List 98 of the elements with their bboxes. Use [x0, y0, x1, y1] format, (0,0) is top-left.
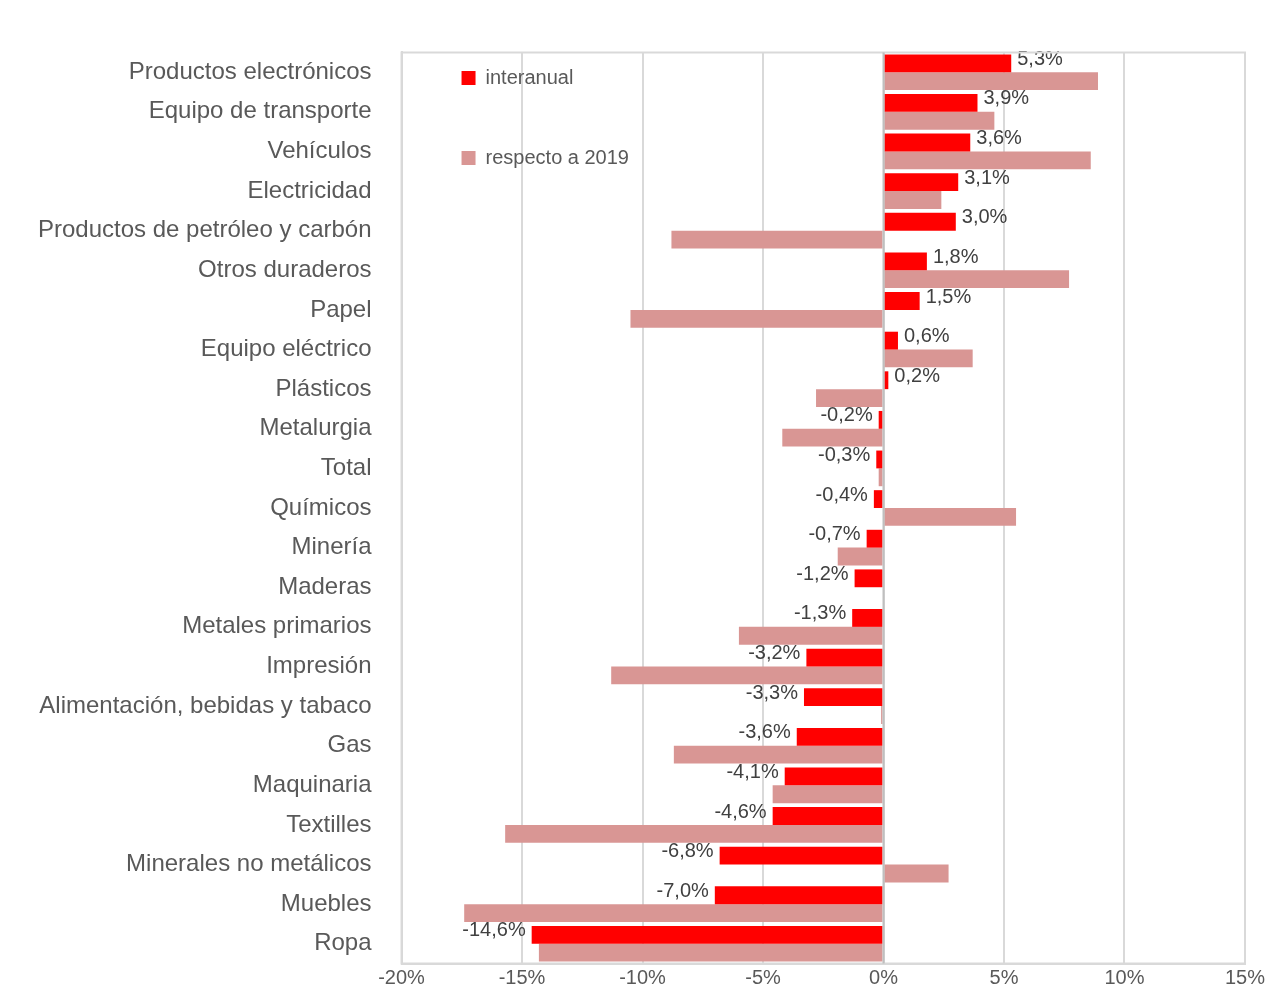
data-label: -0,7% — [808, 522, 861, 545]
data-label: -0,4% — [815, 482, 869, 505]
data-label: -7,0% — [656, 878, 710, 901]
y-tick-label: Textilles — [286, 809, 372, 837]
x-tick-label: -20% — [378, 966, 426, 989]
bar — [837, 547, 883, 566]
bar — [796, 727, 883, 746]
data-label: 0,6% — [903, 324, 950, 347]
bar — [884, 270, 1070, 289]
bar — [630, 309, 883, 328]
bar — [878, 468, 883, 487]
data-label: -3,6% — [738, 720, 791, 743]
y-tick-label: Metales primarios — [182, 611, 372, 639]
y-tick-label: Total — [320, 453, 372, 481]
bar — [884, 292, 920, 310]
data-label: -1,2% — [796, 561, 849, 584]
bar — [531, 925, 883, 944]
bar — [673, 745, 883, 764]
bar — [884, 72, 1098, 91]
x-tick-label: -15% — [498, 966, 546, 989]
bar — [738, 626, 883, 645]
y-tick-label: Plásticos — [275, 373, 372, 401]
y-tick-label: Maderas — [278, 571, 372, 599]
bar — [784, 767, 883, 786]
x-tick-label: 15% — [1224, 966, 1266, 989]
y-tick-label: Alimentación, bebidas y tabaco — [39, 690, 372, 718]
y-tick-label: Gas — [327, 730, 372, 758]
bar — [884, 133, 971, 152]
bar — [854, 569, 883, 588]
data-label: 1,8% — [932, 244, 979, 267]
y-tick-label: Otros duraderos — [198, 254, 372, 282]
bar — [806, 648, 883, 667]
y-tick-label: Minería — [291, 532, 373, 560]
y-tick-label: Ropa — [314, 928, 373, 956]
data-label: 0,2% — [894, 363, 941, 386]
bar — [884, 212, 956, 231]
legend-label: respecto a 2019 — [485, 145, 629, 168]
y-tick-label: Equipo eléctrico — [200, 334, 372, 362]
data-label: -14,6% — [462, 918, 526, 941]
data-label: 3,1% — [964, 165, 1011, 188]
x-tick-label: -5% — [745, 966, 782, 989]
bar — [884, 331, 898, 350]
bar — [876, 450, 883, 469]
bar — [884, 252, 927, 271]
bar — [714, 886, 883, 905]
data-label: -6,8% — [661, 839, 714, 862]
y-tick-label: Papel — [310, 294, 372, 322]
bar — [464, 904, 883, 922]
bar — [852, 609, 883, 627]
bar — [884, 173, 959, 192]
data-label: -4,6% — [714, 799, 767, 822]
bar — [803, 688, 883, 707]
y-tick-label: Vehículos — [267, 136, 372, 164]
x-tick-label: 10% — [1104, 966, 1145, 989]
bar — [772, 785, 883, 804]
y-tick-label: Productos de petróleo y carbón — [37, 215, 372, 243]
bar — [816, 389, 883, 407]
data-label: 3,6% — [976, 126, 1023, 149]
data-label: -3,2% — [748, 641, 801, 664]
data-label: 1,5% — [925, 284, 972, 307]
bar — [884, 508, 1017, 526]
bar — [671, 230, 883, 249]
bar — [878, 410, 883, 429]
bar — [866, 529, 883, 548]
y-tick-label: Productos electrónicos — [128, 56, 372, 84]
y-tick-label: Muebles — [280, 888, 372, 916]
data-label: -3,3% — [745, 680, 799, 703]
x-tick-label: 5% — [989, 966, 1019, 989]
bar — [884, 94, 978, 112]
bar — [611, 666, 883, 685]
bar — [884, 191, 942, 209]
x-tick-label: -10% — [619, 966, 667, 989]
bar — [782, 428, 883, 447]
bar — [719, 846, 883, 865]
bar — [772, 807, 883, 825]
bar — [505, 824, 883, 843]
data-label: 3,9% — [983, 86, 1030, 109]
y-tick-label: Electricidad — [247, 175, 372, 203]
data-label: -0,3% — [818, 442, 871, 465]
y-tick-label: Químicos — [270, 492, 372, 520]
data-label: -0,2% — [820, 403, 873, 426]
bar — [884, 54, 1012, 73]
bar — [884, 349, 973, 368]
bar — [884, 111, 995, 130]
bar — [884, 151, 1091, 170]
bar — [884, 864, 949, 883]
bar — [873, 490, 883, 508]
y-tick-label: Minerales no metálicos — [126, 849, 372, 877]
data-label: 3,0% — [961, 205, 1008, 228]
bar — [538, 943, 883, 962]
x-tick-label: 0% — [869, 966, 899, 989]
y-tick-label: Impresión — [266, 651, 372, 679]
y-tick-label: Maquinaria — [252, 769, 373, 797]
y-tick-label: Equipo de transporte — [148, 96, 372, 124]
data-label: -4,1% — [726, 759, 779, 782]
data-label: -1,3% — [793, 601, 847, 624]
legend-label: interanual — [485, 65, 574, 88]
y-tick-label: Metalurgia — [259, 413, 373, 441]
